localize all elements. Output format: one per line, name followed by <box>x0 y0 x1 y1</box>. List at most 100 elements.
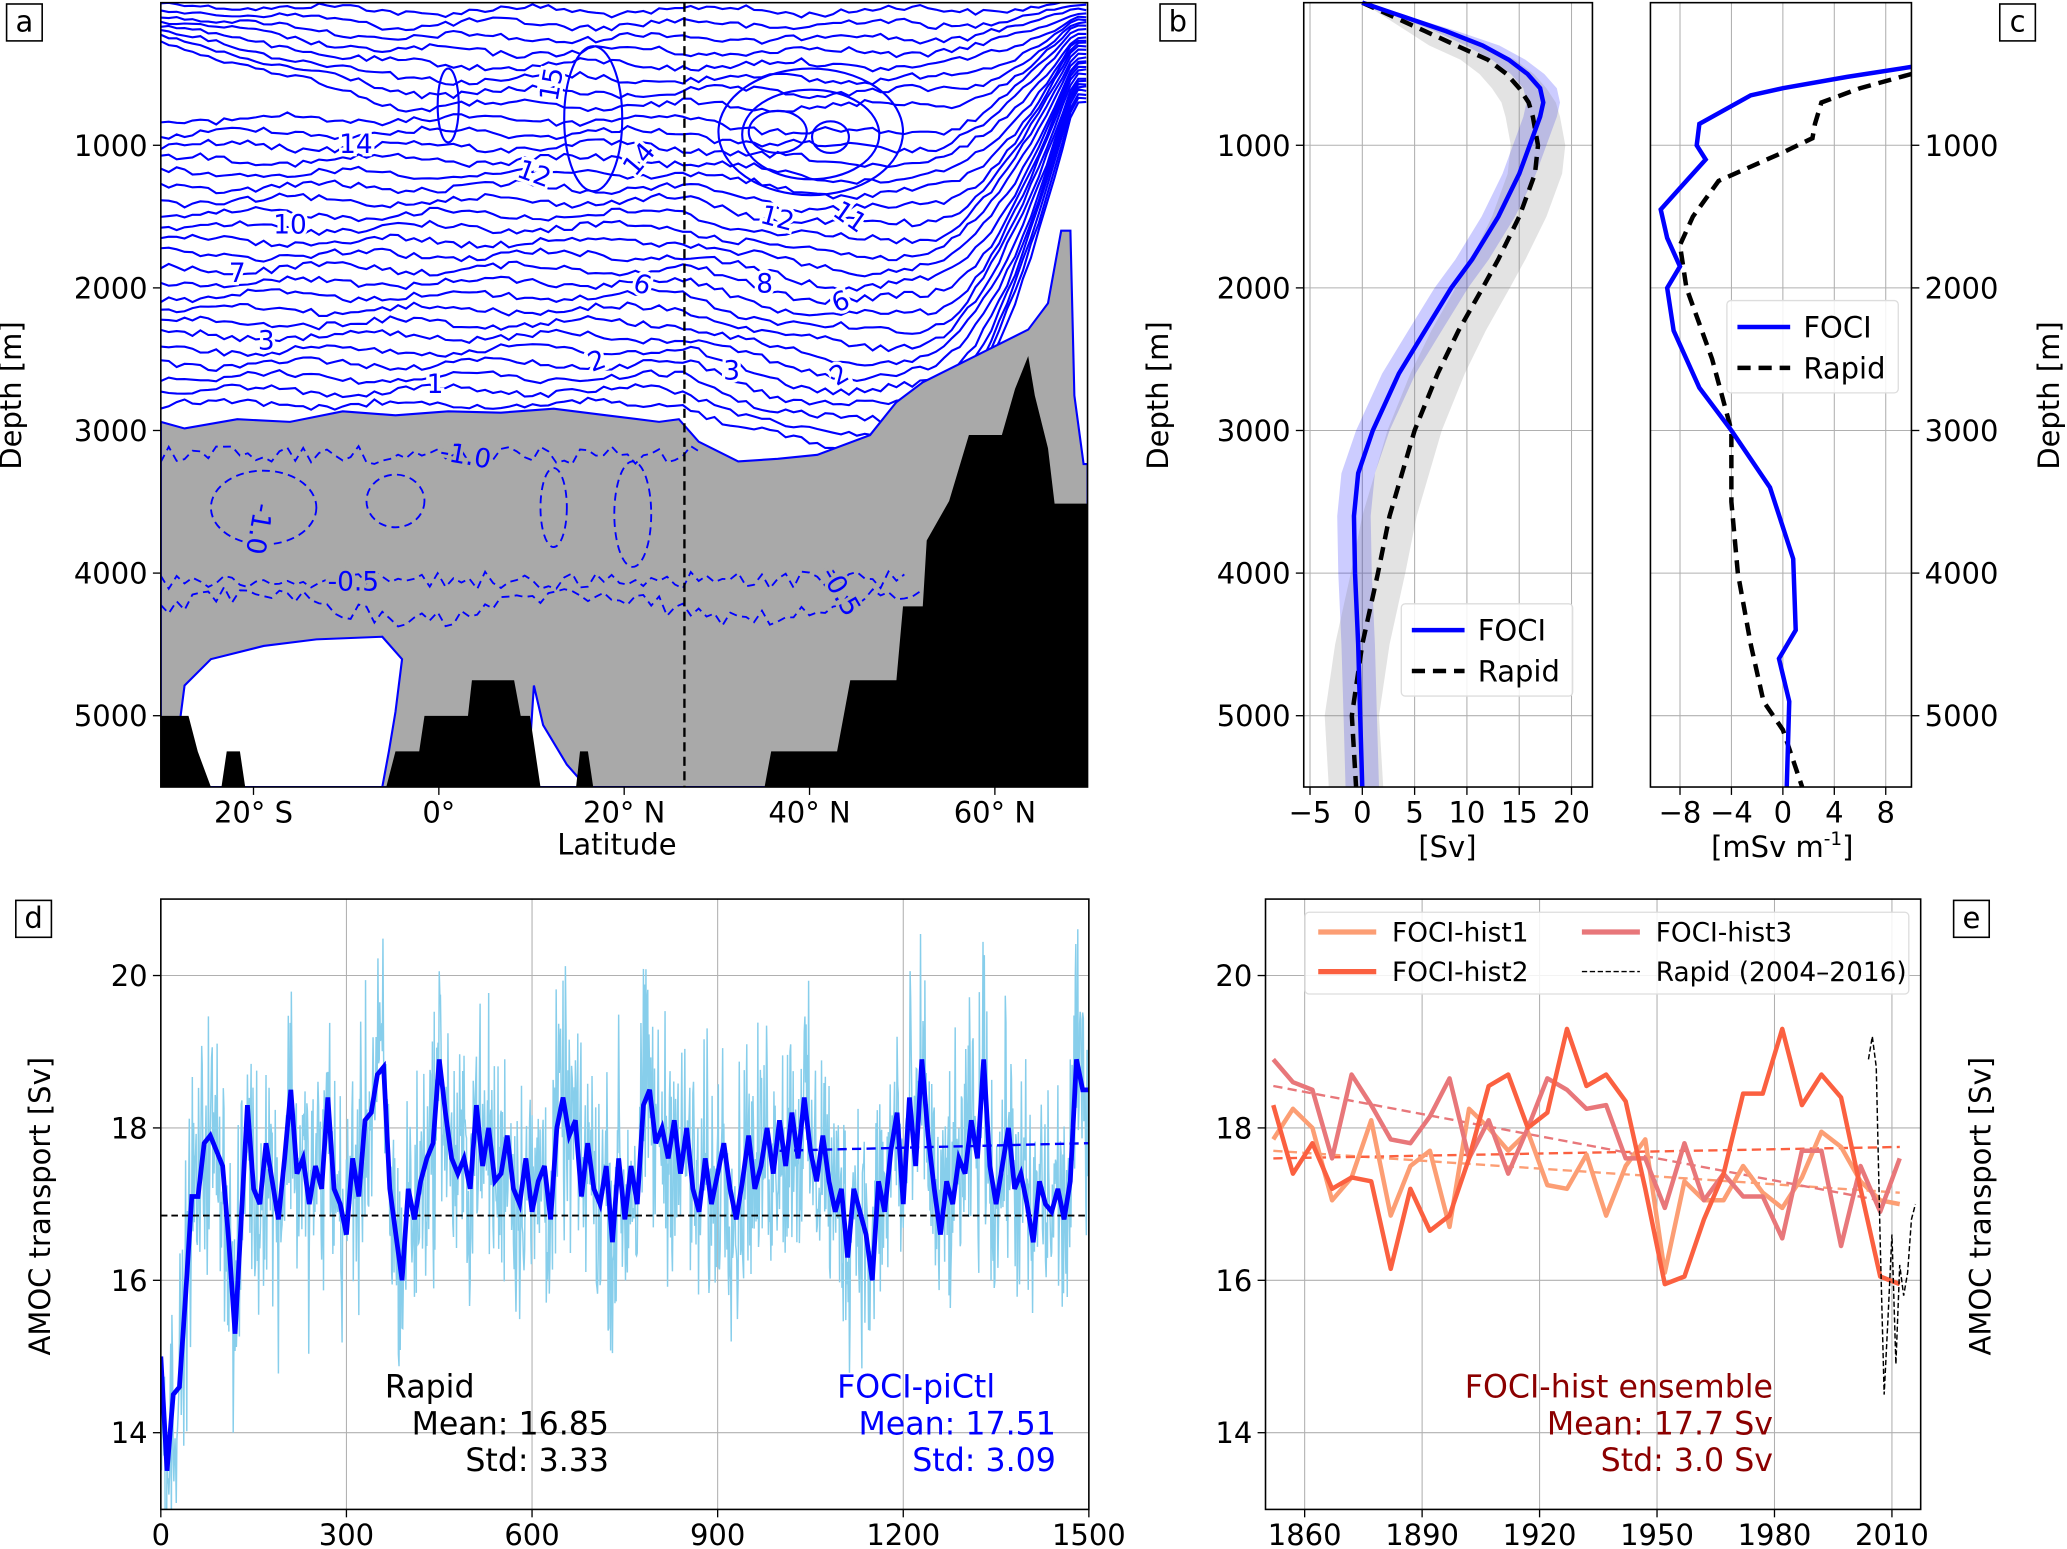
legend-label: Rapid (2004–2016) <box>1656 958 1907 988</box>
y-axis-label: Depth [m] <box>2032 321 2066 469</box>
trend-line-foci-hist3 <box>1273 1084 1900 1206</box>
series-line-foci-hist3 <box>1271 1057 1902 1249</box>
y-tick-label: 16 <box>1215 1264 1252 1298</box>
contour-line <box>160 44 1087 214</box>
y-tick-label: 3000 <box>74 414 148 448</box>
bathymetry <box>386 680 541 788</box>
panel-label-box <box>1952 899 1991 939</box>
ensemble-stats-std: Std: 3.0 Sv <box>1601 1443 1773 1479</box>
panel-label: e <box>1963 901 1981 935</box>
plot-area <box>1271 1026 1917 1395</box>
x-tick-label: −5 <box>1289 796 1332 830</box>
x-tick-label: 600 <box>504 1518 559 1549</box>
contour-line <box>160 68 1087 317</box>
series-line-rapid <box>1677 71 1913 788</box>
x-tick-label: 1500 <box>1052 1518 1126 1549</box>
y-tick-label: 1000 <box>1925 129 1999 163</box>
foci-stats-std: Std: 3.09 <box>912 1443 1056 1479</box>
contour-line <box>160 56 1087 262</box>
x-tick-label: 300 <box>319 1518 374 1549</box>
contour-line <box>160 36 1087 168</box>
x-tick-label: 20 <box>1553 796 1590 830</box>
panel-c-transport-derivative: −8 −4 0 4 8 1000 2000 3000 4000 5000 FOCI Rapid [mSv… <box>1649 1 2066 864</box>
panel-label: c <box>2010 5 2026 39</box>
contour-line <box>160 83 1087 382</box>
y-tick-label: 14 <box>111 1416 148 1450</box>
contour-line <box>160 27 1087 136</box>
y-tick-label: 5000 <box>1217 699 1291 733</box>
x-tick-label: 1950 <box>1620 1518 1694 1549</box>
legend-label: FOCI-hist3 <box>1656 918 1792 948</box>
contour-line <box>160 24 1087 113</box>
dashed-contour <box>160 585 921 628</box>
contour-line <box>160 32 1087 154</box>
y-tick-label: 5000 <box>74 699 148 733</box>
y-tick-label: 5000 <box>1925 699 1999 733</box>
contour-line <box>160 2 1087 19</box>
x-axis-label-bracket: ] <box>1842 830 1853 864</box>
foci-stats-mean: Mean: 17.51 <box>858 1406 1055 1442</box>
bathymetry <box>576 751 594 788</box>
negative-contours <box>160 444 921 628</box>
panel-label: b <box>1169 5 1187 39</box>
contour-label: 1 <box>427 370 444 400</box>
contour-line <box>160 39 1087 185</box>
panel-e-historical-timeseries: 1860 1890 1920 1950 1980 2010 14 16 18 20 FOCI-his… <box>1215 898 1998 1549</box>
dashed-contour-closed <box>365 473 426 529</box>
plot-frame <box>1264 898 1922 1511</box>
panel-label-box <box>1998 3 2037 42</box>
contour-label: 3 <box>723 357 740 387</box>
contour-line <box>160 7 1087 45</box>
y-tick-label: 2000 <box>1217 271 1291 305</box>
x-tick-label: −8 <box>1659 796 1702 830</box>
x-tick-label: 1860 <box>1268 1518 1342 1549</box>
contour-line <box>160 12 1087 59</box>
x-tick-label: 0° <box>422 796 455 830</box>
positive-deep-cell <box>170 635 404 788</box>
bathymetry <box>221 751 246 788</box>
y-tick-label: 18 <box>1215 1111 1252 1145</box>
y-tick-label: 2000 <box>74 271 148 305</box>
y-tick-label: 18 <box>111 1111 148 1145</box>
contour-line <box>160 21 1087 100</box>
x-tick-label: 15 <box>1501 796 1538 830</box>
smoothed-series-line <box>160 1058 1089 1471</box>
contour-closed <box>717 67 905 197</box>
contour-label: 3 <box>258 326 275 356</box>
x-tick-label: 1200 <box>866 1518 940 1549</box>
trend-line <box>779 1141 1089 1152</box>
contour-line <box>160 61 1087 292</box>
foci-stats-title: FOCI-piCtl <box>837 1369 995 1405</box>
contour-label: 14 <box>339 130 373 160</box>
x-axis-label: Latitude <box>557 827 676 861</box>
contour-line <box>160 79 1087 367</box>
rapid-stats-std: Std: 3.33 <box>465 1443 609 1479</box>
x-tick-label: 900 <box>690 1518 745 1549</box>
y-tick-label: 3000 <box>1925 414 1999 448</box>
contour-line <box>160 65 1087 306</box>
y-tick-label: 2000 <box>1925 271 1999 305</box>
contour-label: 8 <box>756 270 773 300</box>
panel-label: a <box>15 5 33 39</box>
y-tick-label: 1000 <box>74 129 148 163</box>
rapid-stats-mean: Mean: 16.85 <box>412 1406 609 1442</box>
contour-line <box>160 72 1087 335</box>
legend-label: FOCI <box>1478 614 1546 648</box>
y-tick-label: 20 <box>111 959 148 993</box>
legend-box <box>1304 911 1910 995</box>
contour-closed <box>436 67 460 144</box>
bathymetry <box>764 355 1088 788</box>
contour-closed <box>810 120 851 155</box>
legend-label: Rapid <box>1478 655 1560 689</box>
panel-label: d <box>24 901 42 935</box>
contour-label: -0.5 <box>328 568 379 598</box>
y-axis-label: Depth [m] <box>0 321 28 469</box>
x-tick-label: 10 <box>1448 796 1485 830</box>
x-tick-label: 0 <box>152 1518 170 1549</box>
series-line-rapid <box>1349 0 1541 788</box>
series-line-rapid <box>1867 1036 1917 1395</box>
contour-label: 15 <box>535 65 570 103</box>
x-tick-label: −4 <box>1710 796 1753 830</box>
